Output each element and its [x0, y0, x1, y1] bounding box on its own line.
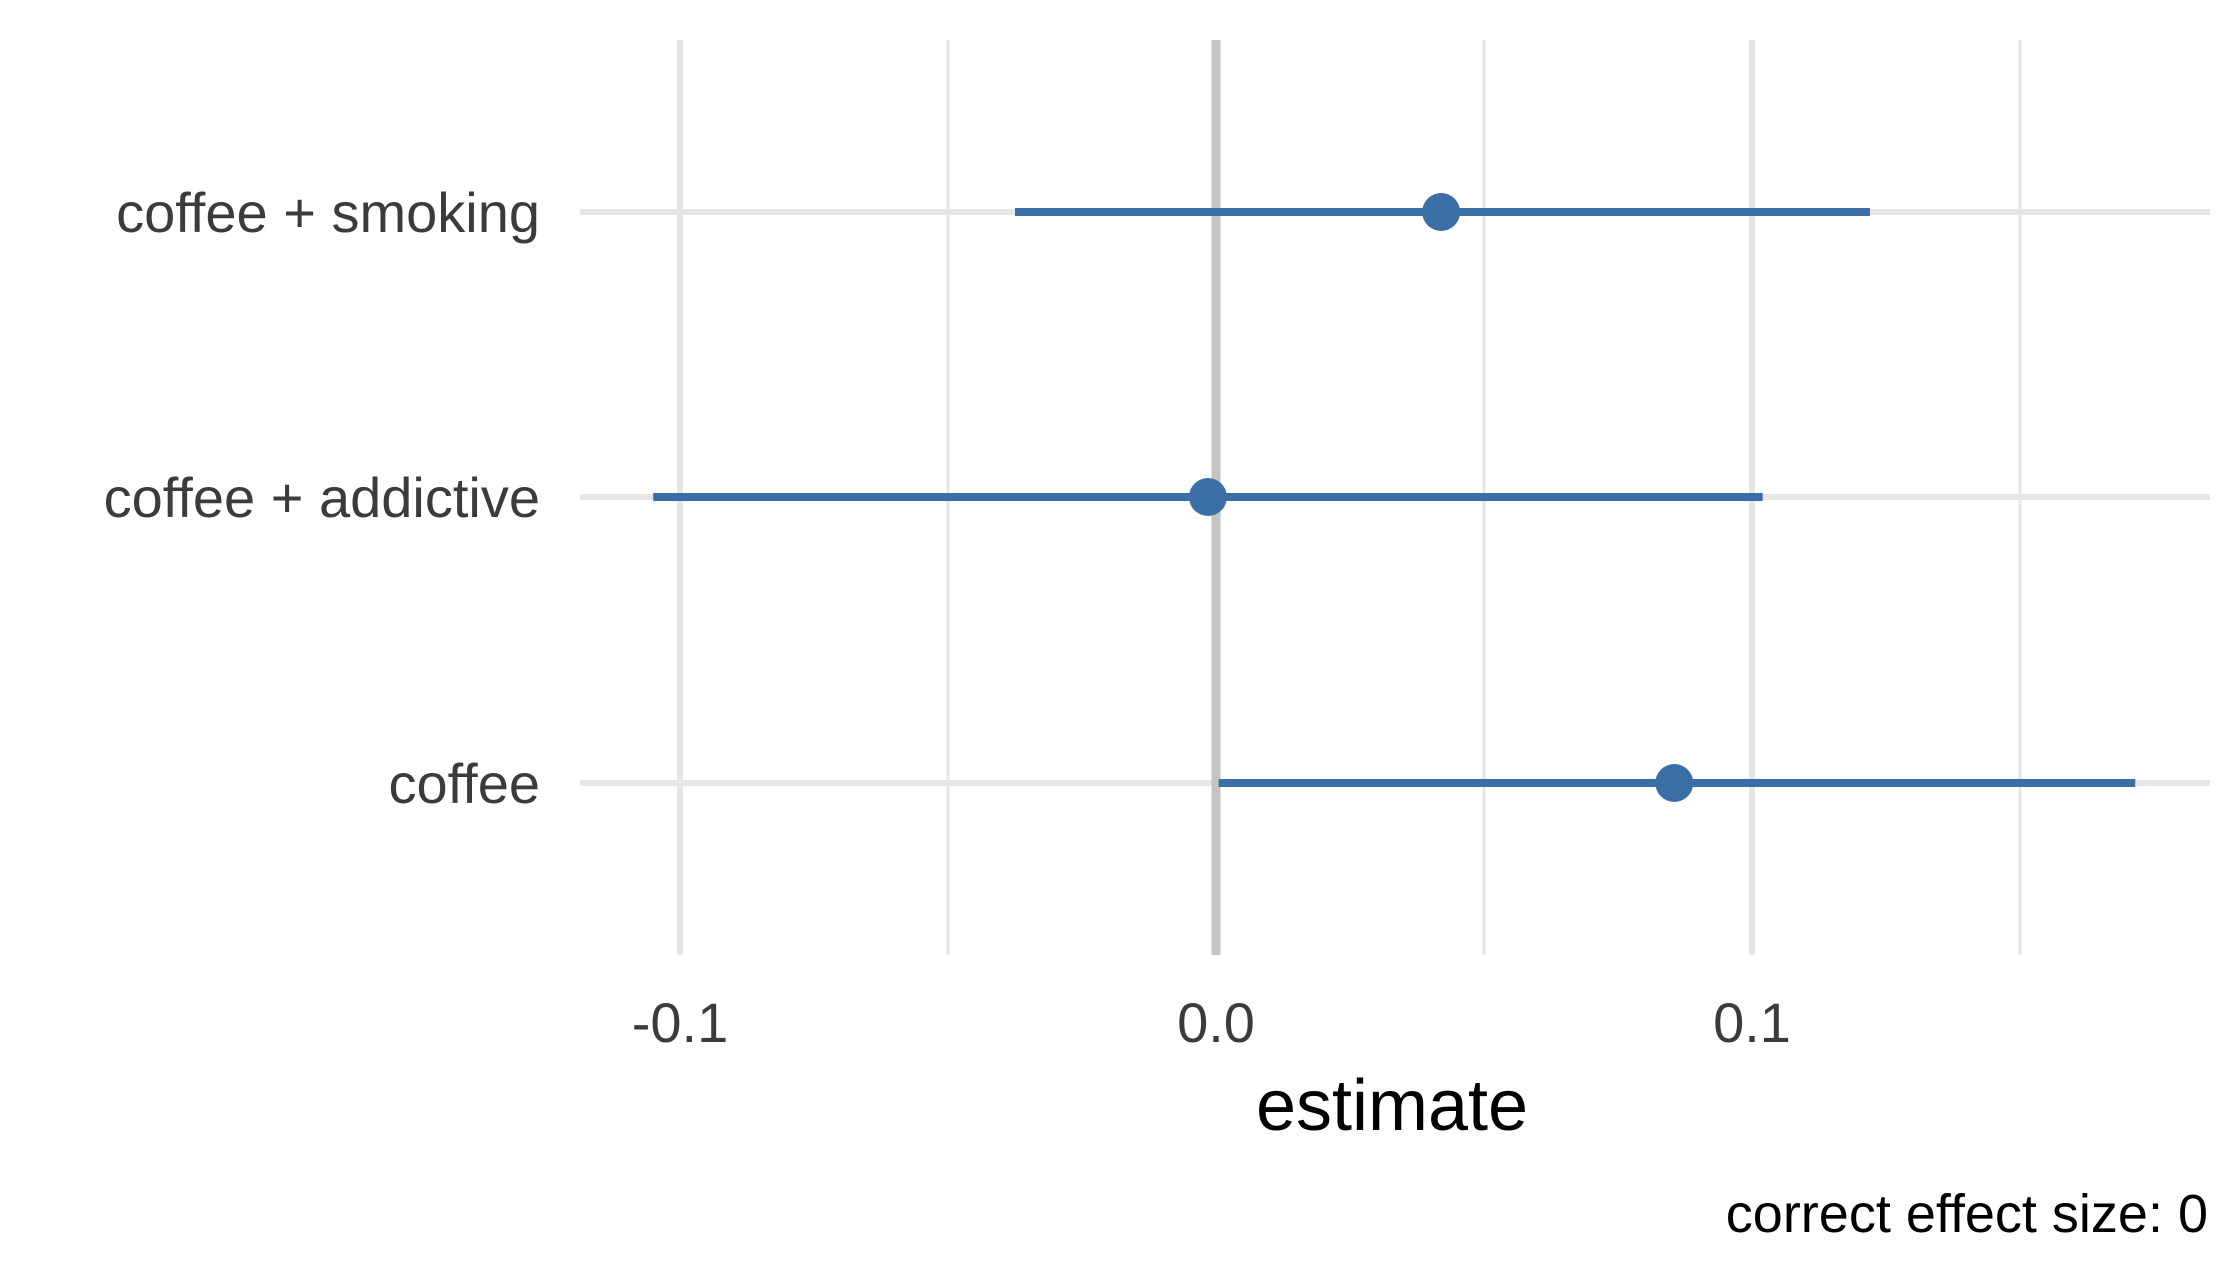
estimate-point	[1655, 764, 1694, 802]
estimate-point	[1188, 478, 1227, 516]
chart-caption: correct effect size: 0	[1726, 1184, 2208, 1244]
y-tick-labels: coffee coffee + addictive coffee + smoking	[104, 181, 540, 815]
y-tick-label: coffee + smoking	[116, 181, 540, 244]
estimate-point	[1422, 193, 1461, 231]
x-tick-label: 0.0	[1177, 991, 1255, 1054]
y-tick-label: coffee + addictive	[104, 466, 540, 529]
y-tick-label: coffee	[388, 752, 540, 815]
x-tick-labels: -0.1 0.0 0.1	[632, 991, 1791, 1054]
x-tick-label: 0.1	[1713, 991, 1791, 1054]
x-tick-label: -0.1	[632, 991, 729, 1054]
estimate-marks	[653, 193, 2136, 802]
x-axis-title: estimate	[1256, 1066, 1528, 1146]
